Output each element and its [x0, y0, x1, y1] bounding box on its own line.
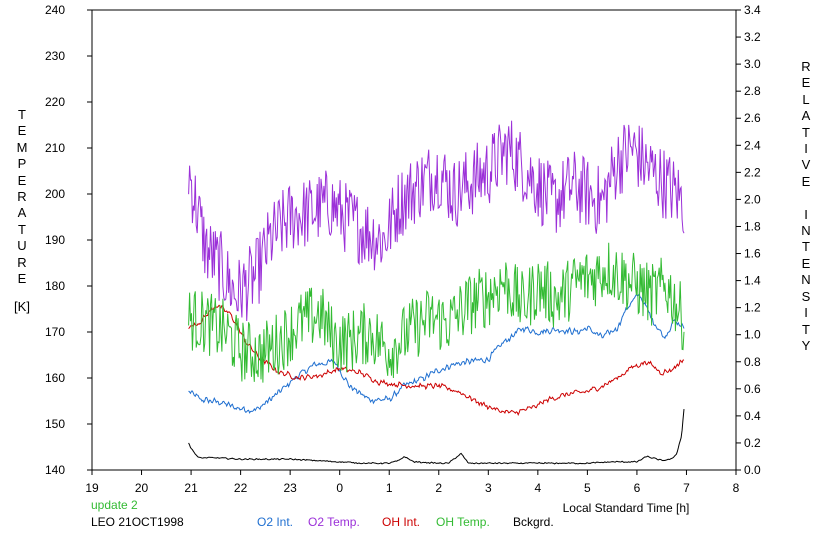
right-axis-label-letter: R — [801, 59, 811, 74]
left-axis-label-letter: P — [17, 156, 27, 172]
left-axis-unit: [K] — [14, 299, 30, 314]
x-tick-label: 19 — [85, 481, 99, 495]
right-axis-label-letter: T — [802, 124, 810, 140]
left-y-tick-label: 220 — [45, 95, 65, 109]
x-tick-label: 5 — [584, 481, 591, 495]
left-axis-label-letter: T — [18, 107, 26, 122]
left-y-tick-label: 200 — [45, 187, 65, 201]
right-axis-label-letter: I — [804, 141, 808, 157]
series-line-oh-temp — [188, 242, 685, 383]
right-axis-label-letter: I — [804, 206, 808, 222]
left-axis-label-letter: U — [17, 238, 27, 254]
left-y-tick-label: 230 — [45, 49, 65, 63]
right-y-tick-label: 2.0 — [744, 192, 761, 206]
left-axis-label-letter: A — [17, 205, 27, 221]
right-axis-label-letter: T — [802, 239, 810, 255]
station-date-label: LEO 21OCT1998 — [91, 515, 184, 529]
right-axis-label-letter: E — [801, 255, 811, 271]
right-y-tick-label: 1.2 — [744, 301, 761, 315]
legend-entry: Bckgrd. — [513, 515, 554, 529]
right-y-tick-label: 3.4 — [744, 3, 761, 17]
left-axis-label-letter: R — [17, 189, 27, 205]
right-y-tick-label: 0.2 — [744, 436, 761, 450]
right-axis-label-letter: V — [801, 157, 811, 173]
right-axis-label-letter: N — [801, 223, 811, 239]
left-y-tick-label: 150 — [45, 417, 65, 431]
right-axis-label-letter: A — [801, 108, 811, 124]
right-axis-label-letter: T — [802, 321, 810, 337]
left-y-tick-label: 180 — [45, 279, 65, 293]
left-y-tick-label: 190 — [45, 233, 65, 247]
x-tick-label: 8 — [733, 481, 740, 495]
right-y-tick-label: 1.6 — [744, 247, 761, 261]
right-y-tick-label: 0.6 — [744, 382, 761, 396]
x-tick-label: 3 — [485, 481, 492, 495]
legend-entry: O2 Int. — [257, 515, 294, 529]
x-tick-label: 2 — [435, 481, 442, 495]
x-tick-label: 1 — [386, 481, 393, 495]
right-y-tick-label: 2.2 — [744, 165, 761, 179]
legend-entry: OH Int. — [382, 515, 421, 529]
update-label: update 2 — [91, 498, 138, 512]
x-tick-label: 23 — [283, 481, 297, 495]
left-axis-label-letter: E — [17, 271, 27, 287]
x-axis: 19 20 21 22 23 0 1 2 3 4 5 6 7 8 — [85, 470, 740, 495]
right-axis-label-letter: N — [801, 272, 811, 288]
x-tick-label: 4 — [535, 481, 542, 495]
left-axis-label-letter: T — [18, 221, 26, 237]
x-tick-label: 20 — [135, 481, 149, 495]
x-tick-label: 7 — [683, 481, 690, 495]
right-y-tick-label: 0.4 — [744, 409, 761, 423]
left-y-tick-label: 160 — [45, 371, 65, 385]
right-y-tick-label: 2.6 — [744, 111, 761, 125]
x-tick-label: 0 — [336, 481, 343, 495]
right-axis-label-letter: I — [804, 305, 808, 321]
left-axis-label-letter: R — [17, 254, 27, 270]
left-axis-label-letter: M — [16, 139, 28, 155]
right-axis-label-letter: E — [801, 75, 811, 91]
left-axis-label-letter: E — [17, 172, 27, 188]
right-axis-label-letter: Y — [801, 337, 811, 353]
series-line-oh-int — [188, 304, 685, 416]
series-line-o2-temp — [188, 120, 685, 322]
right-y-tick-label: 1.8 — [744, 219, 761, 233]
series-line-bckgrd — [188, 409, 685, 465]
right-y-tick-label: 0.0 — [744, 463, 761, 477]
right-y-tick-label: 2.4 — [744, 138, 761, 152]
right-axis-label-letter — [796, 190, 816, 206]
left-y-tick-label: 170 — [45, 325, 65, 339]
left-axis-label-letter: E — [17, 123, 27, 139]
right-axis-label-letter: L — [802, 91, 810, 107]
x-tick-label: 6 — [634, 481, 641, 495]
right-y-tick-label: 1.0 — [744, 328, 761, 342]
right-y-tick-label: 2.8 — [744, 84, 761, 98]
right-y-tick-label: 3.0 — [744, 57, 761, 71]
left-y-tick-label: 140 — [45, 463, 65, 477]
left-y-tick-label: 240 — [45, 3, 65, 17]
legend-entry: O2 Temp. — [308, 515, 360, 529]
right-y-tick-label: 3.2 — [744, 30, 761, 44]
right-y-axis: 0.0 0.2 0.4 0.6 0.8 1.0 1.2 1.4 1.6 1.8 2.0 2.2 2.4 2… — [736, 3, 761, 477]
x-tick-label: 22 — [234, 481, 248, 495]
series-line-o2-int — [188, 293, 685, 414]
legend-entry: OH Temp. — [436, 515, 490, 529]
right-y-tick-label: 1.4 — [744, 274, 761, 288]
right-axis-label-letter: S — [801, 288, 811, 304]
x-tick-label: 21 — [184, 481, 198, 495]
series-group — [188, 120, 685, 465]
x-axis-label: Local Standard Time [h] — [563, 501, 690, 515]
right-axis-label-letter: E — [801, 173, 811, 189]
left-y-axis: 140 150 160 170 180 190 200 210 220 230 240 — [45, 3, 92, 477]
right-y-tick-label: 0.8 — [744, 355, 761, 369]
plot-frame — [91, 9, 737, 471]
left-y-tick-label: 210 — [45, 141, 65, 155]
